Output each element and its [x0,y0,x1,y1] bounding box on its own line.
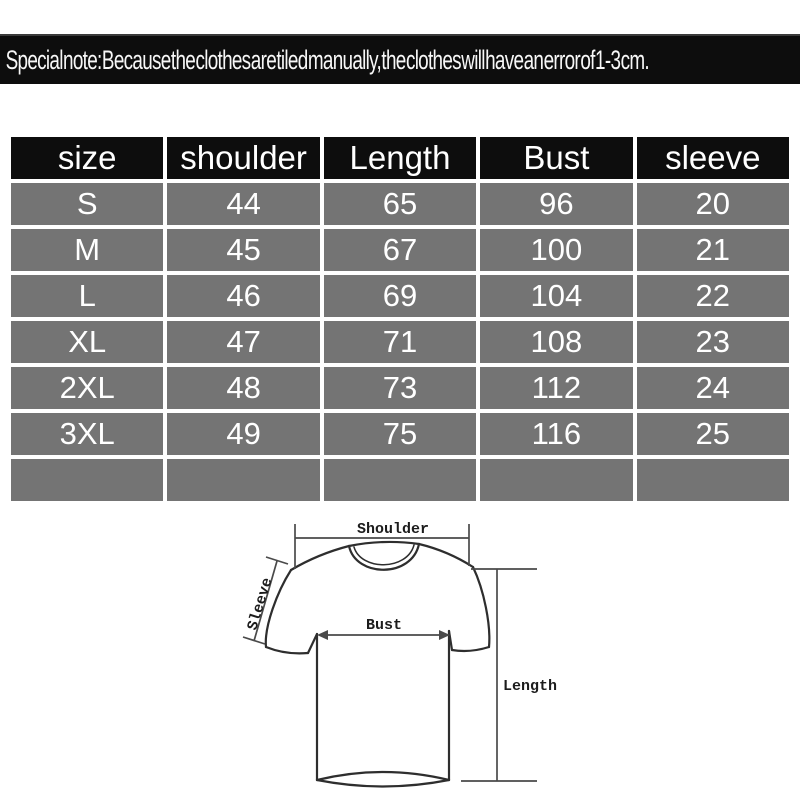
table-cell: XL [11,321,164,363]
right-shoulder-seam [417,542,475,569]
column-header-bust: Bust [480,137,633,179]
sleeve-measure-line: Sleeve [242,556,289,645]
table-cell: 100 [480,229,633,271]
table-cell: L [11,275,164,317]
table-cell-empty [480,459,633,501]
sleeve-bottom-tick [242,636,266,645]
tshirt-measurement-diagram: Shoulder Sleeve Bust Length [242,521,557,788]
column-header-shoulder: shoulder [167,137,320,179]
table-cell: 49 [167,413,320,455]
sleeve-line [253,560,278,642]
table-cell: 45 [167,229,320,271]
table-cell: 21 [636,229,789,271]
tshirt-outline [264,540,491,788]
table-cell: 2XL [11,367,164,409]
table-cell: 73 [323,367,477,409]
length-label: Length [503,678,557,695]
column-header-size: size [11,137,164,179]
table-cell: 104 [480,275,633,317]
table-cell: 23 [636,321,789,363]
bust-left-arrowhead [317,630,328,640]
table-cell: 47 [167,321,320,363]
table-cell: 44 [167,183,320,225]
table-cell: 116 [480,413,633,455]
left-shoulder-seam [289,544,351,572]
table-cell: 67 [323,229,477,271]
table-cell: S [11,183,164,225]
left-sleeve-outer [264,568,293,649]
table-cell: 69 [323,275,477,317]
table-cell: 75 [323,413,477,455]
bust-measure-arrow: Bust [317,617,450,640]
column-header-sleeve: sleeve [636,137,789,179]
table-cell-empty [11,459,164,501]
table-cell: 112 [480,367,633,409]
hem-lower-arc [315,778,451,788]
bust-right-arrowhead [439,630,450,640]
collar-outer-arc [347,542,421,571]
table-cell: 108 [480,321,633,363]
table-cell: 20 [636,183,789,225]
table-cell-empty [636,459,789,501]
sleeve-top-tick [265,556,289,565]
table-cell: 25 [636,413,789,455]
table-cell: 3XL [11,413,164,455]
left-sleeve-cuff [264,645,310,655]
length-measure-line: Length [461,568,557,782]
special-note-banner: Special note: Because the clothes are ti… [0,34,800,84]
table-cell: 48 [167,367,320,409]
sleeve-label: Sleeve [244,576,276,633]
collar-top-line [347,540,421,548]
size-table: size shoulder Length Bust sleeve S 44 65… [11,137,789,501]
column-header-length: Length [323,137,477,179]
shoulder-measure-line: Shoulder [294,521,470,569]
table-cell-empty [323,459,477,501]
table-cell: 24 [636,367,789,409]
table-cell-empty [167,459,320,501]
shoulder-label: Shoulder [357,521,429,538]
right-sleeve-outer [471,565,491,649]
table-cell: 22 [636,275,789,317]
table-cell: M [11,229,164,271]
bust-label: Bust [366,617,402,634]
hem-upper-arc [315,770,451,782]
table-cell: 65 [323,183,477,225]
table-cell: 46 [167,275,320,317]
collar-inner-arc [353,544,415,566]
right-sleeve-cuff [450,645,491,653]
table-cell: 71 [323,321,477,363]
table-cell: 96 [480,183,633,225]
left-underarm-seam [306,632,319,655]
special-note-text: Special note: Because the clothes are ti… [5,45,650,75]
